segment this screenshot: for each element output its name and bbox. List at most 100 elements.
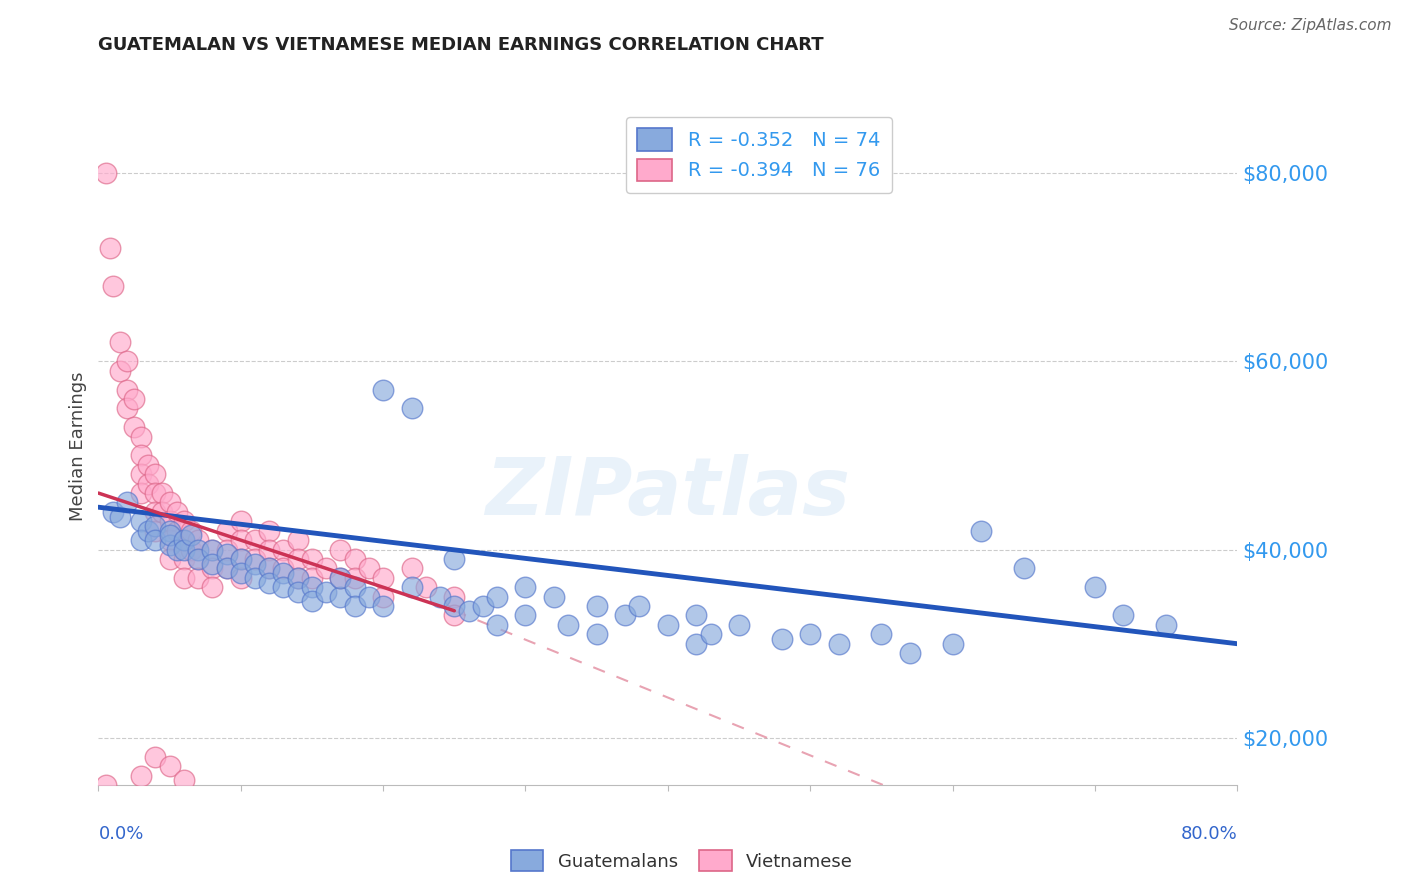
Point	[728, 618, 751, 632]
Point	[108, 364, 131, 378]
Point	[215, 561, 238, 575]
Point	[159, 528, 181, 542]
Point	[329, 542, 352, 557]
Point	[329, 571, 352, 585]
Point	[180, 524, 202, 538]
Point	[115, 495, 138, 509]
Point	[215, 542, 238, 557]
Point	[187, 552, 209, 566]
Point	[187, 542, 209, 557]
Text: 80.0%: 80.0%	[1181, 825, 1237, 843]
Point	[301, 552, 323, 566]
Point	[443, 599, 465, 613]
Point	[187, 552, 209, 566]
Point	[870, 627, 893, 641]
Point	[259, 524, 281, 538]
Point	[585, 599, 607, 613]
Point	[145, 524, 167, 538]
Point	[173, 533, 195, 548]
Point	[159, 524, 181, 538]
Point	[152, 486, 174, 500]
Point	[145, 486, 167, 500]
Point	[215, 561, 238, 575]
Point	[357, 561, 380, 575]
Point	[329, 571, 352, 585]
Point	[115, 354, 138, 368]
Point	[229, 571, 252, 585]
Point	[94, 166, 117, 180]
Point	[159, 533, 181, 548]
Point	[373, 571, 395, 585]
Point	[1154, 618, 1177, 632]
Point	[243, 571, 266, 585]
Point	[471, 599, 494, 613]
Point	[770, 632, 793, 646]
Point	[401, 580, 423, 594]
Point	[229, 566, 252, 581]
Point	[243, 557, 266, 571]
Point	[201, 542, 224, 557]
Point	[401, 561, 423, 575]
Point	[443, 608, 465, 623]
Point	[970, 524, 993, 538]
Point	[287, 552, 309, 566]
Point	[443, 552, 465, 566]
Point	[173, 533, 195, 548]
Point	[443, 590, 465, 604]
Point	[136, 524, 159, 538]
Point	[173, 542, 195, 557]
Point	[898, 646, 921, 660]
Point	[180, 528, 202, 542]
Point	[145, 467, 167, 482]
Point	[215, 547, 238, 561]
Point	[166, 524, 188, 538]
Point	[1084, 580, 1107, 594]
Point	[173, 773, 195, 788]
Point	[94, 778, 117, 792]
Point	[373, 383, 395, 397]
Point	[229, 552, 252, 566]
Point	[159, 552, 181, 566]
Point	[315, 585, 337, 599]
Point	[129, 467, 152, 482]
Point	[98, 241, 121, 255]
Point	[243, 552, 266, 566]
Point	[685, 637, 707, 651]
Legend: Guatemalans, Vietnamese: Guatemalans, Vietnamese	[503, 843, 860, 879]
Point	[152, 505, 174, 519]
Point	[101, 279, 124, 293]
Point	[828, 637, 851, 651]
Point	[301, 571, 323, 585]
Point	[543, 590, 565, 604]
Point	[229, 552, 252, 566]
Point	[129, 768, 152, 782]
Point	[287, 533, 309, 548]
Point	[243, 533, 266, 548]
Point	[273, 561, 295, 575]
Point	[129, 429, 152, 443]
Point	[259, 561, 281, 575]
Point	[685, 608, 707, 623]
Point	[401, 401, 423, 416]
Point	[343, 580, 366, 594]
Point	[159, 495, 181, 509]
Point	[343, 599, 366, 613]
Point	[145, 519, 167, 533]
Point	[129, 449, 152, 463]
Point	[229, 533, 252, 548]
Legend: R = -0.352   N = 74, R = -0.394   N = 76: R = -0.352 N = 74, R = -0.394 N = 76	[626, 117, 891, 193]
Point	[614, 608, 637, 623]
Text: ZIPatlas: ZIPatlas	[485, 454, 851, 533]
Point	[129, 486, 152, 500]
Point	[273, 580, 295, 594]
Point	[166, 542, 188, 557]
Point	[515, 608, 537, 623]
Point	[273, 542, 295, 557]
Point	[201, 580, 224, 594]
Point	[108, 509, 131, 524]
Point	[129, 514, 152, 528]
Point	[115, 401, 138, 416]
Point	[1112, 608, 1135, 623]
Point	[122, 420, 145, 434]
Point	[273, 566, 295, 581]
